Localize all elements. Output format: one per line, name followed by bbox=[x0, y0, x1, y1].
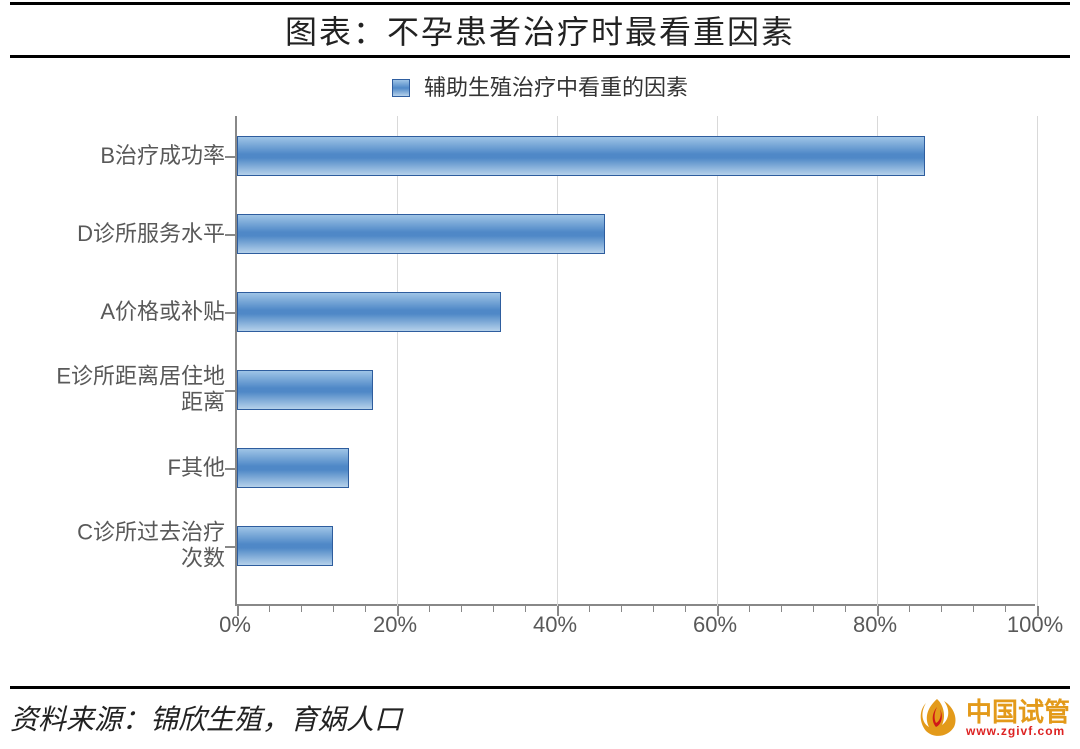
bar bbox=[237, 370, 373, 410]
y-axis-label: C诊所过去治疗次数 bbox=[20, 520, 225, 573]
footer: 资料来源：锦欣生殖，育娲人口 中国试管 www.zgivf.com bbox=[10, 686, 1070, 741]
chart-title: 图表：不孕患者治疗时最看重因素 bbox=[285, 7, 795, 53]
gridline bbox=[877, 116, 878, 606]
title-bar: 图表：不孕患者治疗时最看重因素 bbox=[10, 2, 1070, 58]
gridline bbox=[1037, 116, 1038, 606]
gridline bbox=[557, 116, 558, 606]
y-axis-label: E诊所距离居住地距离 bbox=[20, 364, 225, 417]
bar bbox=[237, 526, 333, 566]
x-tick-label: 20% bbox=[373, 612, 417, 638]
chart-area: 辅助生殖治疗中看重的因素 B治疗成功率 D诊所服务水平 A价格或补贴 E诊所距离居住地… bbox=[10, 58, 1070, 678]
y-axis-label: A价格或补贴 bbox=[20, 299, 225, 325]
plot: B治疗成功率 D诊所服务水平 A价格或补贴 E诊所距离居住地距离 F其他 C诊所过去治疗次… bbox=[10, 116, 1070, 656]
legend-label: 辅助生殖治疗中看重的因素 bbox=[424, 75, 688, 100]
source-text: 资料来源：锦欣生殖，育娲人口 bbox=[10, 698, 402, 738]
y-axis-label: F其他 bbox=[20, 455, 225, 481]
bar bbox=[237, 292, 501, 332]
watermark-text: 中国试管 www.zgivf.com bbox=[966, 699, 1070, 737]
bar bbox=[237, 448, 349, 488]
x-tick-label: 40% bbox=[533, 612, 577, 638]
watermark-cn: 中国试管 bbox=[966, 699, 1070, 725]
x-tick-label: 60% bbox=[693, 612, 737, 638]
x-tick-label: 0% bbox=[219, 612, 251, 638]
watermark-en: www.zgivf.com bbox=[966, 725, 1070, 737]
legend: 辅助生殖治疗中看重的因素 bbox=[10, 70, 1070, 102]
y-axis-label: D诊所服务水平 bbox=[20, 221, 225, 247]
gridline bbox=[397, 116, 398, 606]
legend-swatch bbox=[392, 79, 410, 97]
page: 图表：不孕患者治疗时最看重因素 辅助生殖治疗中看重的因素 B治疗成功率 D诊所服务… bbox=[0, 2, 1080, 749]
gridline bbox=[717, 116, 718, 606]
plot-region bbox=[235, 116, 1035, 606]
flame-icon bbox=[914, 695, 960, 741]
y-axis: B治疗成功率 D诊所服务水平 A价格或补贴 E诊所距离居住地距离 F其他 C诊所过去治疗次… bbox=[10, 116, 235, 606]
y-axis-label: B治疗成功率 bbox=[20, 143, 225, 169]
bar bbox=[237, 136, 925, 176]
bar bbox=[237, 214, 605, 254]
x-tick-label: 80% bbox=[853, 612, 897, 638]
x-axis: 0%20%40%60%80%100% bbox=[235, 606, 1035, 656]
watermark: 中国试管 www.zgivf.com bbox=[914, 695, 1070, 741]
x-tick-label: 100% bbox=[1007, 612, 1063, 638]
